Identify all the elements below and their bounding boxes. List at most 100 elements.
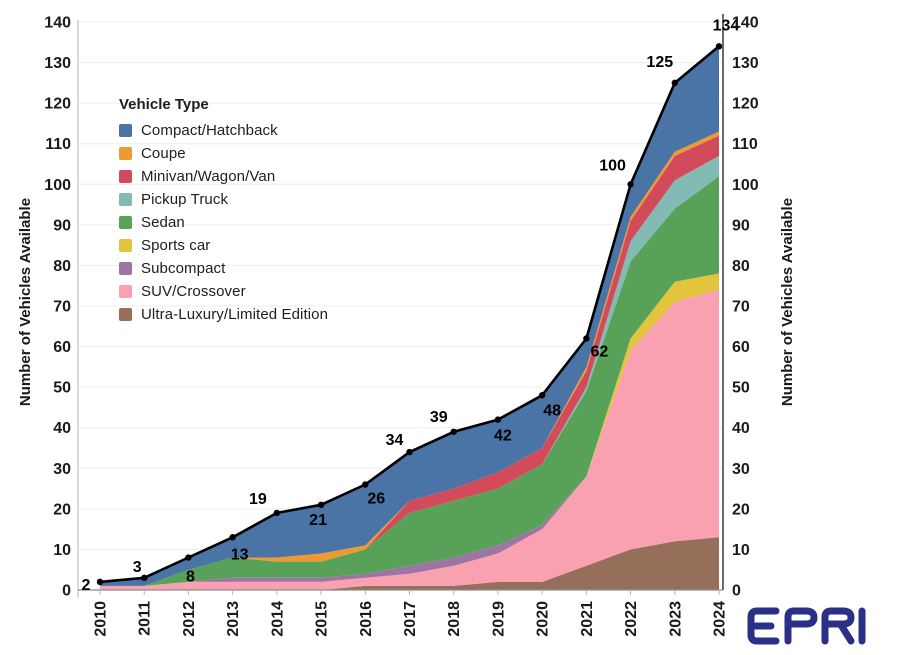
x-tick-label: 2019 (490, 601, 507, 637)
legend-label: Subcompact (141, 260, 226, 277)
total-marker (671, 79, 678, 87)
legend-swatch-icon (119, 262, 132, 275)
x-tick-label: 2023 (667, 601, 684, 637)
total-marker (494, 416, 502, 423)
area-band (100, 273, 719, 586)
total-data-label: 13 (231, 546, 249, 563)
total-marker (141, 574, 148, 582)
y-tick-left: 50 (53, 380, 71, 397)
total-marker (273, 509, 281, 517)
legend-item-list: Compact/Hatchback Coupe Minivan/Wagon/Van P… (119, 119, 328, 326)
total-data-label: 125 (646, 54, 673, 71)
y-tick-left: 60 (53, 339, 71, 356)
y-axis-title-right: Number of Vehicles Available (779, 198, 796, 406)
legend-item: Subcompact (119, 257, 328, 280)
area-band (100, 289, 719, 590)
y-tick-right: 0 (732, 583, 741, 600)
x-tick-label: 2017 (402, 601, 419, 637)
legend-label: Pickup Truck (141, 191, 229, 208)
legend-item: Pickup Truck (119, 188, 328, 211)
legend-item: Sports car (119, 234, 328, 257)
total-marker (538, 392, 546, 399)
total-marker (583, 335, 590, 342)
area-band (100, 176, 719, 586)
total-marker (96, 578, 104, 586)
y-tick-left: 30 (53, 461, 71, 478)
legend-item: Sedan (119, 211, 328, 234)
legend-item: Ultra-Luxury/Limited Edition (119, 303, 328, 326)
y-tick-right: 100 (732, 177, 759, 194)
x-tick-label: 2016 (358, 601, 375, 637)
y-tick-right: 130 (732, 55, 759, 72)
total-data-label: 42 (494, 428, 512, 445)
legend-swatch-icon (119, 193, 132, 206)
total-marker (627, 181, 634, 188)
legend-label: Ultra-Luxury/Limited Edition (141, 306, 329, 323)
legend-label: Sedan (141, 214, 185, 231)
total-data-label: 48 (543, 402, 561, 419)
y-tick-left: 100 (44, 177, 71, 194)
y-tick-left: 120 (44, 96, 71, 113)
y-tick-left: 90 (53, 217, 71, 234)
epri-logo-glyphs (747, 607, 866, 645)
y-tick-right: 120 (732, 96, 759, 113)
total-marker (362, 481, 369, 488)
legend-swatch-icon (119, 285, 132, 298)
total-marker (715, 43, 723, 50)
y-tick-left: 140 (44, 15, 71, 32)
legend-swatch-icon (119, 124, 132, 137)
x-tick-label: 2022 (623, 601, 640, 637)
y-tick-right: 30 (732, 461, 750, 478)
y-tick-left: 20 (53, 501, 71, 518)
legend-item: SUV/Crossover (119, 280, 328, 303)
legend-swatch-icon (119, 147, 132, 160)
y-tick-right: 20 (732, 501, 750, 518)
legend-swatch-icon (119, 308, 132, 321)
x-tick-label: 2012 (181, 601, 198, 637)
y-tick-left: 130 (44, 55, 71, 72)
legend-item: Minivan/Wagon/Van (119, 165, 328, 188)
x-tick-label: 2020 (535, 601, 552, 637)
y-tick-right: 110 (732, 136, 758, 153)
y-tick-right: 90 (732, 217, 750, 234)
total-data-label: 26 (367, 491, 385, 508)
legend-label: Coupe (141, 145, 186, 162)
legend-label: Sports car (141, 237, 211, 254)
legend-item: Coupe (119, 142, 328, 165)
legend-swatch-icon (119, 216, 132, 229)
legend-label: SUV/Crossover (141, 283, 246, 300)
y-tick-left: 40 (53, 420, 71, 437)
x-tick-label: 2021 (579, 601, 596, 637)
total-data-label: 8 (186, 569, 195, 586)
y-tick-right: 140 (732, 15, 759, 32)
area-band (100, 46, 719, 586)
total-data-label: 62 (590, 343, 608, 360)
y-tick-left: 10 (53, 542, 71, 559)
y-tick-left: 0 (62, 583, 71, 600)
chart-legend: Vehicle Type Compact/Hatchback Coupe Miniv… (119, 96, 328, 326)
y-tick-right: 80 (732, 258, 750, 275)
legend-label: Compact/Hatchback (141, 122, 278, 139)
total-data-label: 39 (430, 409, 448, 426)
legend-label: Minivan/Wagon/Van (141, 168, 276, 185)
y-axis-title-left: Number of Vehicles Available (17, 198, 34, 406)
total-marker (317, 501, 325, 508)
x-tick-label: 2015 (314, 601, 331, 637)
total-data-label: 3 (133, 559, 142, 576)
legend-item: Compact/Hatchback (119, 119, 328, 142)
total-data-label: 100 (599, 157, 626, 174)
x-tick-label: 2011 (137, 601, 154, 636)
y-tick-left: 80 (53, 258, 71, 275)
total-marker (229, 534, 236, 541)
x-tick-label: 2014 (269, 601, 286, 637)
total-data-label: 19 (249, 491, 267, 508)
y-tick-left: 70 (53, 299, 71, 316)
x-tick-label: 2010 (93, 601, 110, 637)
total-data-label: 21 (309, 512, 327, 529)
area-band (100, 537, 719, 590)
legend-title: Vehicle Type (119, 96, 209, 113)
total-marker (185, 554, 192, 561)
y-tick-right: 60 (732, 339, 750, 356)
